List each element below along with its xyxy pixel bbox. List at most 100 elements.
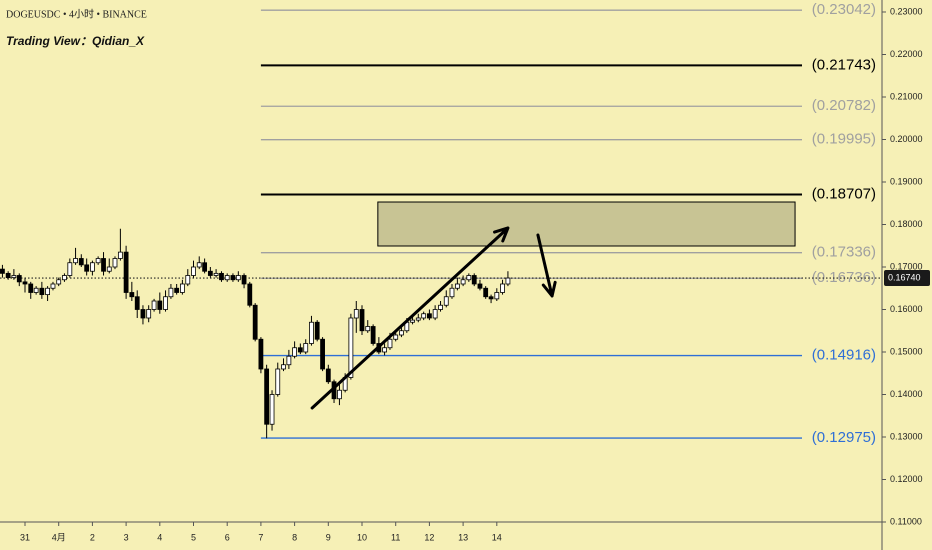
y-tick-label: 0.17000 (890, 261, 923, 271)
candle-body (11, 275, 17, 279)
candle-body (45, 287, 50, 296)
candle-body (471, 275, 477, 285)
y-tick-label: 0.21000 (890, 91, 923, 101)
candle-body (112, 258, 118, 268)
candle-body (348, 317, 354, 378)
candle-body (56, 279, 62, 285)
candle-body (39, 287, 45, 296)
candle-body (146, 309, 152, 319)
x-tick-label: 3 (124, 532, 129, 542)
y-tick-label: 0.23000 (890, 6, 923, 16)
last-price-badge (884, 270, 930, 287)
candle-body (179, 283, 185, 293)
level-label: (0.20782) (812, 97, 876, 114)
candle-body (281, 364, 286, 370)
candle-body (33, 287, 39, 293)
candle-body (78, 258, 84, 266)
candle-body (202, 262, 208, 272)
candle-body (157, 300, 163, 310)
candle-body (191, 266, 196, 276)
level-label: (0.17336) (812, 244, 876, 261)
candle-body (0, 268, 5, 274)
candle-body (415, 317, 421, 321)
candle-body (101, 258, 106, 272)
y-tick-label: 0.18000 (890, 219, 923, 229)
arrow (536, 233, 557, 298)
candle-body (303, 343, 309, 353)
candle-body (275, 368, 281, 395)
candle-body (325, 368, 331, 383)
candle-body (494, 292, 500, 300)
y-tick-label: 0.19000 (890, 176, 923, 186)
y-tick-label: 0.20000 (890, 134, 923, 144)
candle-body (90, 262, 95, 272)
zone (377, 201, 796, 247)
y-tick-label: 0.16000 (890, 304, 923, 314)
candle-body (219, 272, 224, 281)
candle-body (168, 287, 174, 298)
candle-body (466, 275, 472, 281)
candle-body (427, 313, 432, 319)
candle-body (500, 283, 505, 293)
candle-body (393, 334, 399, 340)
candle-body (370, 326, 376, 344)
x-tick-label: 5 (191, 532, 196, 542)
candle-body (438, 304, 443, 310)
x-tick-label: 4 (157, 532, 162, 542)
candle-body (67, 262, 73, 276)
candle-body (399, 330, 404, 336)
chart-subtitle: Trading View：Qidian_X (6, 34, 145, 48)
candle-body (297, 347, 303, 353)
x-tick-label: 2 (90, 532, 95, 542)
x-tick-label: 7 (258, 532, 263, 542)
candle-body (353, 309, 359, 319)
y-tick-label: 0.13000 (890, 431, 923, 441)
candle-body (421, 313, 427, 319)
x-tick-label: 4月 (52, 532, 66, 542)
candle-body (286, 355, 292, 366)
arrow (310, 226, 510, 410)
candle-body (320, 338, 325, 370)
candle-body (73, 258, 78, 264)
candle-body (22, 281, 28, 285)
candle-body (443, 296, 449, 306)
candle-body (365, 326, 371, 332)
x-tick-label: 10 (357, 532, 367, 542)
x-tick-label: 12 (424, 532, 434, 542)
candle-body (185, 275, 191, 285)
candle-body (252, 304, 258, 340)
level-label: (0.14916) (812, 347, 876, 364)
y-tick-label: 0.22000 (890, 49, 923, 59)
candle-body (50, 283, 56, 289)
candle-body (151, 300, 157, 310)
y-tick-label: 0.11000 (890, 516, 922, 526)
candle-body (230, 275, 236, 281)
chart-title: DOGEUSDC • 4小时 • BINANCE (6, 8, 147, 20)
candle-body (410, 319, 415, 323)
candle-body (292, 347, 298, 357)
candle-body (28, 283, 34, 293)
candle-body (134, 296, 140, 310)
candle-body (258, 338, 264, 370)
level-label: (0.12975) (812, 429, 876, 446)
level-label: (0.23042) (812, 1, 876, 18)
x-tick-label: 31 (20, 532, 30, 542)
candle-body (477, 283, 483, 289)
candle-body (460, 279, 466, 285)
candle-body (62, 275, 67, 281)
candle-body (449, 287, 455, 298)
candle-body (454, 283, 460, 289)
candle-body (174, 287, 180, 293)
candle-body (5, 272, 11, 279)
candle-body (207, 270, 213, 276)
candle-body (247, 283, 253, 306)
x-tick-label: 14 (492, 532, 502, 542)
x-tick-label: 9 (326, 532, 331, 542)
y-tick-label: 0.14000 (890, 389, 923, 399)
y-tick-label: 0.15000 (890, 346, 923, 356)
candle-body (129, 292, 135, 298)
y-tick-label: 0.12000 (890, 474, 923, 484)
candle-body (123, 251, 129, 293)
